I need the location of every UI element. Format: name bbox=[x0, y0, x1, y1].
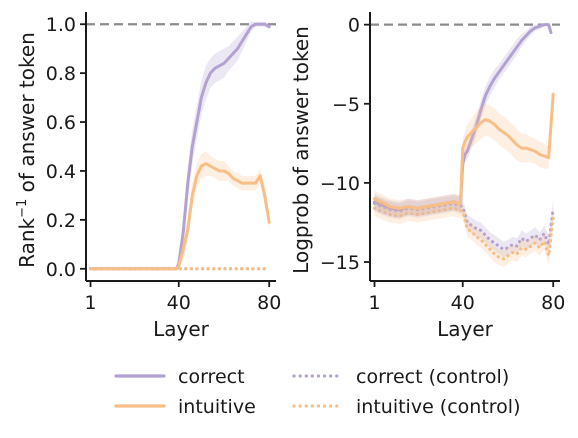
rank-x-tick-label: 1 bbox=[84, 292, 96, 314]
rank-panel: 0.0 0.2 0.4 0.6 0.8 1.0 1 40 80 Layer Rank−1 of … bbox=[15, 12, 281, 341]
logprob-panel: −15 −10 −5 0 1 40 80 Layer Logprob of answer t… bbox=[289, 12, 565, 341]
rank-correct-line bbox=[89, 22, 271, 271]
rank-y-tick-label: 0.8 bbox=[46, 63, 76, 85]
rank-x-tick-label: 80 bbox=[257, 292, 281, 314]
rank-y-tick-label: 0.6 bbox=[46, 112, 76, 134]
logprob-x-tick-label: 80 bbox=[541, 292, 565, 314]
legend-correct-control-label: correct (control) bbox=[356, 366, 509, 388]
legend-correct-label: correct bbox=[178, 366, 245, 388]
logprob-intuitive-control-line bbox=[372, 206, 555, 261]
rank-x-axis-label: Layer bbox=[153, 317, 210, 341]
rank-intuitive-line bbox=[89, 162, 271, 271]
rank-x-tick-label: 40 bbox=[167, 292, 191, 314]
legend: correct intuitive correct (control) intuiti… bbox=[114, 366, 520, 418]
logprob-x-tick-label: 40 bbox=[451, 292, 475, 314]
logprob-axes: −15 −10 −5 0 1 40 80 bbox=[320, 12, 565, 314]
logprob-x-tick-label: 1 bbox=[368, 292, 380, 314]
rank-y-tick-label: 0.2 bbox=[46, 210, 76, 232]
logprob-correct-control-band bbox=[374, 195, 554, 258]
logprob-x-axis-label: Layer bbox=[437, 317, 494, 341]
logprob-y-tick-label: −15 bbox=[320, 252, 360, 274]
logprob-intuitive-control-band bbox=[374, 200, 554, 267]
logprob-y-tick-label: −5 bbox=[332, 94, 360, 116]
rank-y-tick-label: 0.4 bbox=[46, 161, 76, 183]
rank-correct-band bbox=[90, 21, 270, 269]
rank-axes: 0.0 0.2 0.4 0.6 0.8 1.0 1 40 80 bbox=[46, 12, 281, 314]
logprob-correct-control-line bbox=[372, 201, 555, 251]
rank-plot-area bbox=[86, 21, 276, 271]
legend-intuitive-control-label: intuitive (control) bbox=[356, 396, 520, 418]
rank-y-tick-label: 1.0 bbox=[46, 14, 76, 36]
rank-y-label-rest: of answer token bbox=[15, 32, 39, 199]
rank-y-tick-label: 0.0 bbox=[46, 259, 76, 281]
logprob-y-tick-label: −10 bbox=[320, 173, 360, 195]
logprob-plot-area bbox=[370, 23, 560, 267]
rank-y-label-sup: −1 bbox=[15, 199, 30, 218]
rank-y-label-main: Rank bbox=[15, 217, 39, 267]
rank-y-axis-label: Rank−1 of answer token bbox=[15, 32, 39, 268]
legend-intuitive-label: intuitive bbox=[178, 396, 256, 418]
logprob-y-axis-label: Logprob of answer token bbox=[289, 26, 313, 274]
logprob-intuitive-line bbox=[373, 92, 555, 210]
logprob-y-tick-label: 0 bbox=[348, 15, 360, 37]
